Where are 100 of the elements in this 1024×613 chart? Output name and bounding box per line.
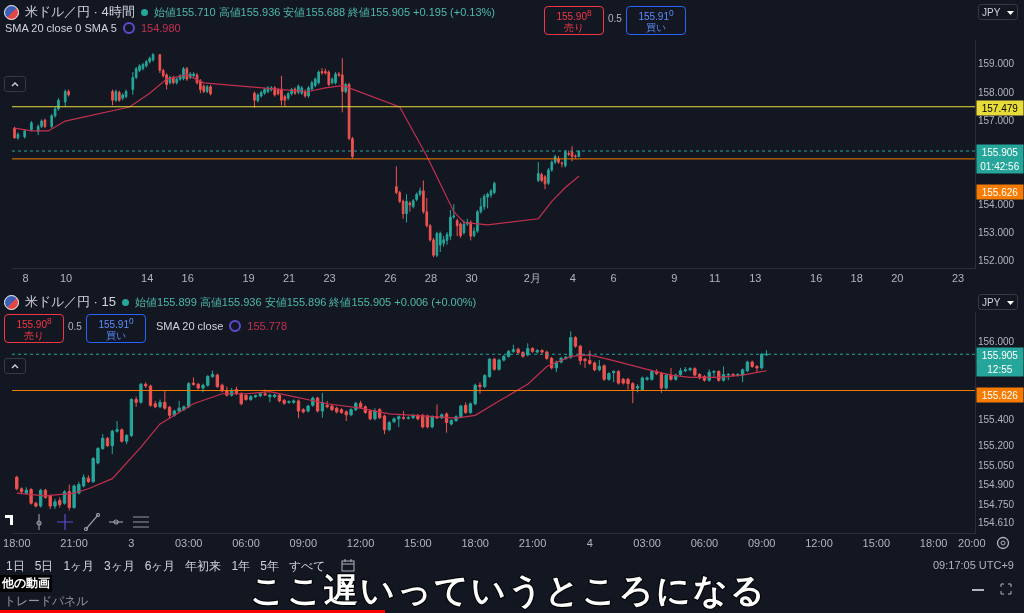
x-tick-label: 21:00 — [60, 537, 88, 550]
annotation: 0.5 — [68, 321, 82, 332]
x-tick-label: 9 — [671, 272, 678, 285]
candlestick — [296, 398, 301, 419]
x-tick-label: 20 — [891, 272, 904, 285]
text: 154.980 — [140, 22, 181, 34]
text: トレードパネル — [4, 593, 88, 610]
x-tick-label: 15:00 — [862, 537, 891, 550]
x-tick-label: 19 — [242, 272, 255, 285]
candlestick — [478, 381, 482, 395]
x-tick-label: 10 — [59, 272, 73, 285]
y-tick-label: 154.610 — [978, 517, 1015, 529]
x-tick-label: 12:00 — [805, 537, 833, 550]
text: 他の動画 — [0, 575, 52, 592]
x-tick-label: 06:00 — [690, 537, 719, 550]
candlestick — [530, 346, 535, 354]
ref-line-label: 157.479 — [981, 102, 1019, 114]
x-tick-label: 23 — [951, 272, 965, 285]
candlestick — [616, 369, 621, 386]
x-tick-label: 28 — [424, 272, 438, 285]
y-tick-label: 155.050 — [978, 459, 1015, 471]
x-tick-label: 14 — [141, 272, 154, 285]
x-tick-label: 16 — [181, 272, 194, 285]
candlestick — [129, 397, 134, 438]
candlestick — [139, 382, 143, 405]
y-tick-label: 155.200 — [978, 440, 1015, 452]
candlestick — [745, 360, 750, 373]
x-tick-label: 11 — [709, 272, 721, 285]
candlestick — [678, 367, 683, 377]
annotation: 買い — [106, 330, 126, 342]
text: 始値155.899 高値155.936 安値155.896 終値155.905 +0.006 (+0.00%) — [135, 294, 477, 310]
candlestick — [263, 388, 267, 397]
text: SMA 20 close 0 SMA 5 — [5, 22, 117, 34]
x-tick-label: 09:00 — [289, 537, 318, 550]
candlestick — [635, 383, 640, 393]
y-tick-label: 155.400 — [978, 414, 1015, 426]
annotation: 155.90$^{8}$ — [16, 316, 52, 331]
candlestick — [120, 427, 124, 444]
y-tick-label: 157.000 — [978, 114, 1015, 126]
candlestick — [664, 373, 668, 390]
y-tick-label: 154.900 — [978, 479, 1015, 491]
ref-line-label: 155.626 — [981, 186, 1019, 198]
text: JPY — [982, 7, 1001, 18]
ref-line-label: 155.905 — [981, 349, 1019, 361]
candlestick — [463, 401, 468, 415]
candlestick — [430, 414, 434, 429]
candlestick — [124, 433, 129, 445]
candlestick — [277, 393, 282, 403]
text: 1ヶ月 — [63, 558, 95, 575]
candlestick — [612, 369, 616, 383]
annotation: 155.91$^{0}$ — [98, 316, 134, 331]
text: 3ヶ月 — [104, 558, 135, 575]
y-tick-label: 159.000 — [978, 58, 1015, 70]
x-tick-label: 4 — [569, 272, 576, 285]
text: 09:17:05 UTC+9 — [932, 559, 1014, 571]
candlestick — [86, 474, 91, 484]
x-tick-label: 23 — [323, 272, 336, 285]
x-tick-label: 18:00 — [461, 537, 489, 550]
chart-title: 米ドル／円 · 15 — [25, 293, 117, 311]
candlestick — [435, 403, 439, 420]
x-tick-label: 13 — [749, 272, 762, 285]
candlestick — [607, 371, 611, 382]
candlestick — [344, 409, 348, 422]
x-tick-label: 12:00 — [346, 537, 375, 550]
candlestick — [158, 398, 162, 409]
x-tick-label: 18 — [850, 272, 863, 285]
candlestick — [249, 394, 253, 402]
candlestick — [387, 420, 391, 432]
text: 年初来 — [185, 558, 222, 575]
x-tick-label: 6 — [610, 272, 617, 285]
annotation: 155.778 — [247, 320, 288, 332]
x-tick-label: 3 — [128, 537, 135, 550]
y-tick-label: 156.000 — [978, 336, 1015, 348]
x-tick-label: 8 — [22, 272, 29, 285]
candlestick — [282, 398, 286, 406]
y-tick-label: 158.000 — [978, 86, 1015, 98]
x-tick-label: 30 — [465, 272, 478, 285]
candlestick — [406, 415, 411, 421]
text: 0.5 — [608, 13, 622, 24]
candlestick — [717, 369, 721, 383]
ref-line-label: 155.905 — [981, 146, 1019, 158]
candlestick — [191, 376, 196, 387]
text: 5日 — [34, 558, 54, 575]
ref-line-label: 155.626 — [981, 389, 1019, 401]
x-tick-label: 21 — [282, 272, 296, 285]
candlestick — [693, 366, 697, 377]
annotation: SMA 20 close — [156, 320, 224, 332]
text: 6ヶ月 — [144, 558, 176, 575]
candlestick — [53, 498, 57, 510]
text: 155.90$^{8}$ — [556, 8, 592, 23]
candlestick — [602, 363, 606, 382]
annotation: 売り — [24, 330, 44, 342]
text: 01:42:56 — [980, 160, 1020, 172]
x-tick-label: 15:00 — [404, 537, 432, 550]
candlestick — [105, 436, 110, 448]
text: すべて — [288, 558, 325, 574]
candlestick — [15, 475, 19, 491]
y-tick-label: 154.750 — [978, 498, 1015, 510]
x-tick-label: 21:00 — [518, 537, 547, 550]
candlestick — [58, 496, 62, 509]
